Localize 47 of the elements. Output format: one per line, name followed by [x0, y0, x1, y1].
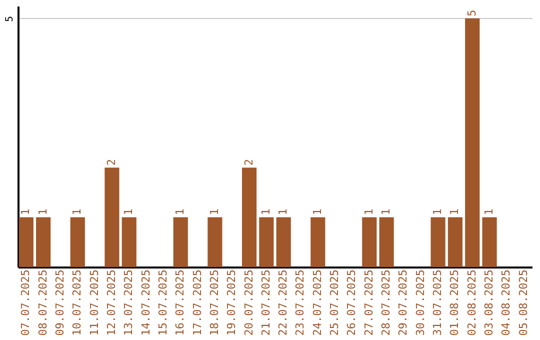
x-tick-label: 20.07.2025: [242, 270, 256, 336]
data-label: 2: [104, 158, 118, 166]
x-tick-label: 03.08.2025: [482, 270, 496, 336]
x-tick-label: 04.08.2025: [500, 270, 513, 336]
x-tick-label: 17.07.2025: [190, 270, 204, 336]
data-label: 1: [448, 208, 462, 216]
x-tick-label: 25.07.2025: [328, 270, 342, 336]
x-tick-label: 02.08.2025: [465, 270, 478, 336]
data-label: 1: [70, 208, 84, 216]
x-tick-label: 12.07.2025: [104, 270, 118, 336]
data-label: 5: [465, 10, 478, 16]
x-tick-label: 26.07.2025: [345, 270, 358, 336]
data-label: 1: [122, 208, 136, 216]
data-label: 1: [310, 208, 324, 216]
x-tick-label: 13.07.2025: [122, 270, 136, 336]
data-label: 1: [208, 208, 221, 216]
x-tick-label: 22.07.2025: [276, 270, 290, 336]
x-tick-label: 14.07.2025: [139, 270, 152, 336]
x-tick-label: 05.08.2025: [516, 270, 530, 336]
data-label: 1: [276, 208, 290, 216]
data-label: 1: [362, 208, 376, 216]
data-label: 1: [19, 208, 32, 216]
data-label: 1: [380, 208, 393, 216]
x-tick-label: 18.07.2025: [208, 270, 221, 336]
x-tick-label: 21.07.2025: [259, 270, 272, 336]
x-tick-label: 30.07.2025: [414, 270, 427, 336]
x-tick-label: 07.07.2025: [19, 270, 32, 336]
x-tick-label: 10.07.2025: [70, 270, 84, 336]
data-label: 1: [174, 208, 187, 216]
x-tick-label: 24.07.2025: [310, 270, 324, 336]
x-tick-label: 28.07.2025: [380, 270, 393, 336]
data-label: 1: [36, 208, 50, 216]
x-tick-label: 08.07.2025: [36, 270, 50, 336]
data-label: 1: [259, 208, 272, 216]
x-tick-label: 01.08.2025: [448, 270, 462, 336]
x-tick-label: 16.07.2025: [174, 270, 187, 336]
data-label: 1: [482, 208, 496, 216]
x-tick-label: 09.07.2025: [53, 270, 66, 336]
x-tick-label: 31.07.2025: [431, 270, 444, 336]
data-label: 2: [242, 158, 256, 166]
x-tick-label: 29.07.2025: [396, 270, 410, 336]
x-tick-label: 11.07.2025: [88, 270, 101, 336]
x-tick-label: 19.07.2025: [225, 270, 238, 336]
data-label: 1: [431, 208, 444, 216]
x-tick-label: 15.07.2025: [156, 270, 170, 336]
x-tick-label: 27.07.2025: [362, 270, 376, 336]
x-tick-label: 23.07.2025: [294, 270, 307, 336]
